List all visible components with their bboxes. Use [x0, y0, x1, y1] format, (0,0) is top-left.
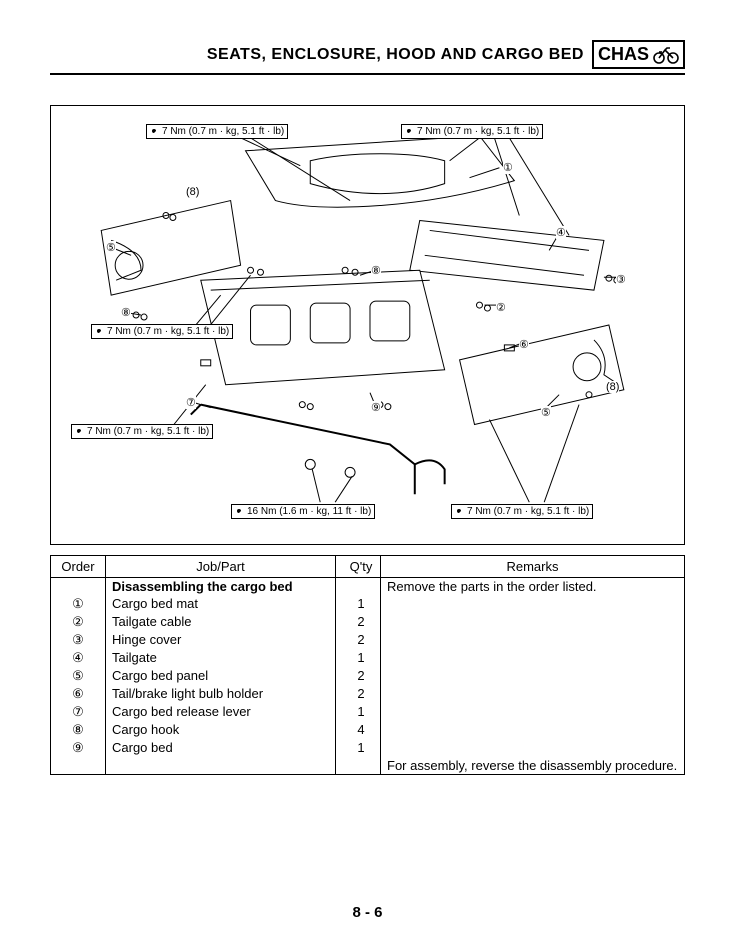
torque-label: 7 Nm (0.7 m · kg, 5.1 ft · lb) — [91, 324, 233, 339]
torque-label: 7 Nm (0.7 m · kg, 5.1 ft · lb) — [146, 124, 288, 139]
header-rule — [50, 73, 685, 75]
order-cell: ⑦ — [51, 703, 106, 721]
col-order-header: Order — [51, 556, 106, 578]
order-cell: ① — [51, 595, 106, 613]
table-body: Disassembling the cargo bed Remove the pa… — [51, 578, 685, 775]
section-title: Disassembling the cargo bed — [106, 578, 336, 596]
qty-cell: 2 — [336, 685, 381, 703]
qty-cell: 4 — [336, 721, 381, 739]
torque-label: 7 Nm (0.7 m · kg, 5.1 ft · lb) — [401, 124, 543, 139]
callout-number: (8) — [186, 186, 199, 198]
parts-table: Order Job/Part Q'ty Remarks Disassemblin… — [50, 555, 685, 775]
page-footer: 8 - 6 — [50, 884, 685, 921]
page-header: SEATS, ENCLOSURE, HOOD AND CARGO BED CHA… — [50, 40, 685, 69]
callout-number: ③ — [616, 273, 626, 286]
callout-number: ⑦ — [186, 396, 196, 409]
job-cell: Tailgate cable — [106, 613, 336, 631]
torque-label: 7 Nm (0.7 m · kg, 5.1 ft · lb) — [451, 504, 593, 519]
job-cell: Cargo bed — [106, 739, 336, 757]
table-row: ⑥Tail/brake light bulb holder2 — [51, 685, 685, 703]
callout-number: ⑤ — [541, 406, 551, 419]
order-cell: ④ — [51, 649, 106, 667]
chas-badge: CHAS — [592, 40, 685, 69]
job-cell: Tail/brake light bulb holder — [106, 685, 336, 703]
motorcycle-icon — [653, 46, 679, 64]
table-row: ②Tailgate cable2 — [51, 613, 685, 631]
qty-cell: 1 — [336, 739, 381, 757]
table-row: ③Hinge cover2 — [51, 631, 685, 649]
callout-number: ② — [496, 301, 506, 314]
job-cell: Hinge cover — [106, 631, 336, 649]
qty-cell: 1 — [336, 595, 381, 613]
table-row: ①Cargo bed mat1 — [51, 595, 685, 613]
callout-number: ⑥ — [519, 338, 529, 351]
qty-cell: 1 — [336, 649, 381, 667]
job-cell: Cargo bed release lever — [106, 703, 336, 721]
order-cell: ⑨ — [51, 739, 106, 757]
table-row: ⑦Cargo bed release lever1 — [51, 703, 685, 721]
col-qty-header: Q'ty — [336, 556, 381, 578]
table-header-row: Order Job/Part Q'ty Remarks — [51, 556, 685, 578]
bottom-remark: For assembly, reverse the disassembly pr… — [381, 757, 685, 775]
table-row: ⑨Cargo bed1 — [51, 739, 685, 757]
callout-number: (8) — [606, 381, 619, 393]
table-row: Disassembling the cargo bed Remove the pa… — [51, 578, 685, 596]
table-row: For assembly, reverse the disassembly pr… — [51, 757, 685, 775]
order-cell: ② — [51, 613, 106, 631]
qty-cell: 2 — [336, 613, 381, 631]
top-remark: Remove the parts in the order listed. — [381, 578, 685, 596]
qty-cell: 1 — [336, 703, 381, 721]
order-cell: ③ — [51, 631, 106, 649]
chas-label: CHAS — [598, 44, 649, 65]
order-cell: ⑧ — [51, 721, 106, 739]
callout-number: ⑤ — [106, 241, 116, 254]
page: SEATS, ENCLOSURE, HOOD AND CARGO BED CHA… — [0, 0, 735, 951]
job-cell: Cargo hook — [106, 721, 336, 739]
job-cell: Tailgate — [106, 649, 336, 667]
table-row: ⑧Cargo hook4 — [51, 721, 685, 739]
table-row: ⑤Cargo bed panel2 — [51, 667, 685, 685]
callout-number: ⑨ — [371, 401, 381, 414]
exploded-diagram: 7 Nm (0.7 m · kg, 5.1 ft · lb) 7 Nm (0.7 … — [50, 105, 685, 545]
order-cell: ⑤ — [51, 667, 106, 685]
job-cell: Cargo bed panel — [106, 667, 336, 685]
callout-number: ① — [503, 161, 513, 174]
callout-number: ⑧ — [121, 306, 131, 319]
col-job-header: Job/Part — [106, 556, 336, 578]
job-cell: Cargo bed mat — [106, 595, 336, 613]
order-cell: ⑥ — [51, 685, 106, 703]
torque-label: 16 Nm (1.6 m · kg, 11 ft · lb) — [231, 504, 375, 519]
callout-number: ⑧ — [371, 264, 381, 277]
qty-cell: 2 — [336, 667, 381, 685]
callout-number: ④ — [556, 226, 566, 239]
table-row: ④Tailgate1 — [51, 649, 685, 667]
header-title: SEATS, ENCLOSURE, HOOD AND CARGO BED — [207, 46, 584, 64]
qty-cell: 2 — [336, 631, 381, 649]
torque-label: 7 Nm (0.7 m · kg, 5.1 ft · lb) — [71, 424, 213, 439]
col-remarks-header: Remarks — [381, 556, 685, 578]
